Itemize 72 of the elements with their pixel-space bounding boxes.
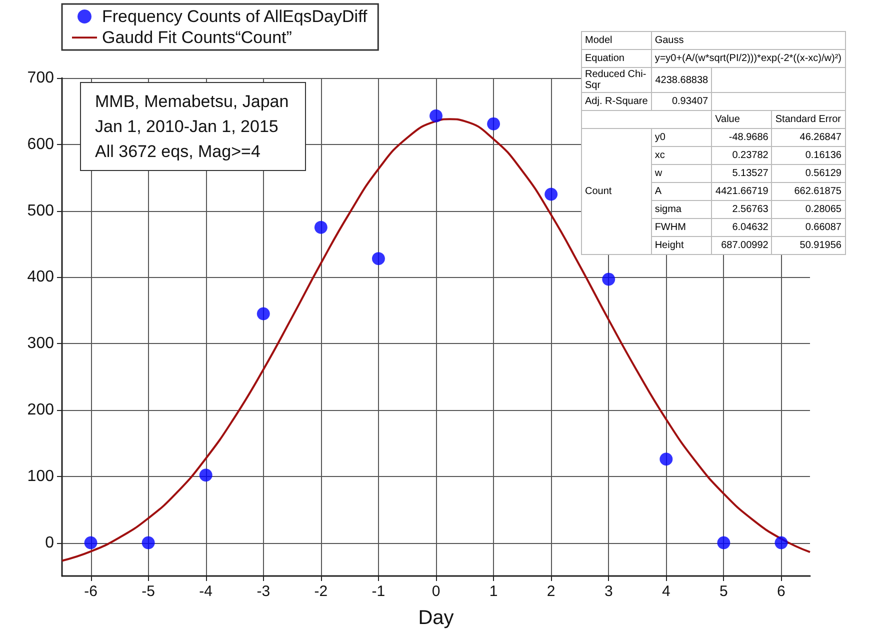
- point: [256, 307, 270, 320]
- annotation: 50.91956: [772, 236, 845, 254]
- annotation: 4421.66719: [712, 182, 772, 200]
- annotation: Count: [582, 128, 652, 254]
- point: [84, 536, 98, 550]
- annotation: 5.13527: [712, 164, 772, 182]
- text: y=y0+(A/(w*sqrt(PI/2)))*exp(-2*((x-xc)/w)²): [651, 50, 845, 68]
- annotation: Reduced Chi-Sqr: [582, 68, 652, 92]
- y-tick-label: 200: [27, 402, 54, 418]
- point: [372, 252, 385, 266]
- x-tick-label: 3: [604, 583, 613, 600]
- x-tick-label: -4: [199, 583, 213, 600]
- annotation: 687.00992: [712, 236, 772, 254]
- x-tick-label: -5: [142, 583, 155, 600]
- y-tick-label: 0: [45, 534, 54, 552]
- legend-label: Frequency Counts of AllEqsDayDiff: [102, 7, 368, 26]
- annotation: 6.04632: [712, 218, 772, 236]
- point: [774, 536, 788, 550]
- y-tick-label: 500: [27, 202, 54, 220]
- point: [544, 188, 558, 201]
- point: [142, 536, 155, 550]
- annotation: 4238.68838: [651, 68, 712, 92]
- text: Equation: [582, 50, 652, 68]
- annotation: 46.26847: [772, 128, 845, 146]
- x-tick-label: 6: [777, 583, 786, 600]
- x-tick-label: 5: [720, 583, 728, 600]
- annotation: w: [651, 164, 712, 182]
- annotation: y0: [651, 128, 712, 146]
- x-tick-label: -2: [314, 583, 328, 600]
- y-tick-label: 600: [27, 136, 54, 153]
- point: [199, 468, 212, 482]
- x-tick-label: -6: [84, 583, 98, 600]
- annotation: 0.28065: [772, 200, 845, 218]
- text: Gauss: [651, 32, 845, 50]
- annotation: Value: [712, 110, 772, 128]
- annotation: A: [651, 182, 712, 200]
- annotation: MMB, Memabetsu, Japan: [95, 91, 289, 113]
- y-tick-label: 400: [27, 268, 54, 286]
- legend-label: Gaudd Fit Counts“Count”: [102, 28, 292, 47]
- point: [602, 272, 616, 286]
- annotation: 0.93407: [651, 92, 712, 110]
- x-tick-label: 1: [489, 583, 498, 600]
- y-tick-label: 300: [27, 335, 54, 352]
- annotation: Height: [651, 236, 712, 254]
- annotation: 2.56763: [712, 200, 772, 218]
- annotation: xc: [651, 146, 712, 164]
- point: [314, 220, 328, 234]
- annotation: 0.66087: [772, 218, 845, 236]
- y-tick-label: 100: [27, 468, 54, 485]
- annotation: Jan 1, 2010-Jan 1, 2015: [95, 116, 280, 138]
- x-tick-label: 0: [432, 583, 440, 600]
- annotation: 0.23782: [712, 146, 772, 164]
- annotation: Standard Error: [772, 110, 845, 128]
- y-tick-label: 700: [27, 70, 54, 86]
- x-tick-label: -1: [372, 583, 386, 600]
- annotation: Adj. R-Square: [582, 92, 652, 110]
- annotation: FWHM: [651, 218, 712, 236]
- annotation: 0.16136: [772, 146, 845, 164]
- point: [660, 452, 673, 466]
- x-tick-label: -3: [256, 583, 270, 600]
- annotation: sigma: [651, 200, 712, 218]
- x-axis-title: Day: [418, 607, 454, 629]
- point: [717, 536, 730, 550]
- x-tick-label: 4: [662, 583, 670, 600]
- annotation: 662.61875: [772, 182, 845, 200]
- x-tick-label: 2: [546, 583, 556, 600]
- annotation: 0.56129: [772, 164, 845, 182]
- point: [430, 109, 442, 122]
- annotation: -48.9686: [712, 128, 772, 146]
- annotation: All 3672 eqs, Mag>=4: [95, 141, 262, 163]
- point: [487, 117, 500, 130]
- text: Model: [582, 32, 652, 50]
